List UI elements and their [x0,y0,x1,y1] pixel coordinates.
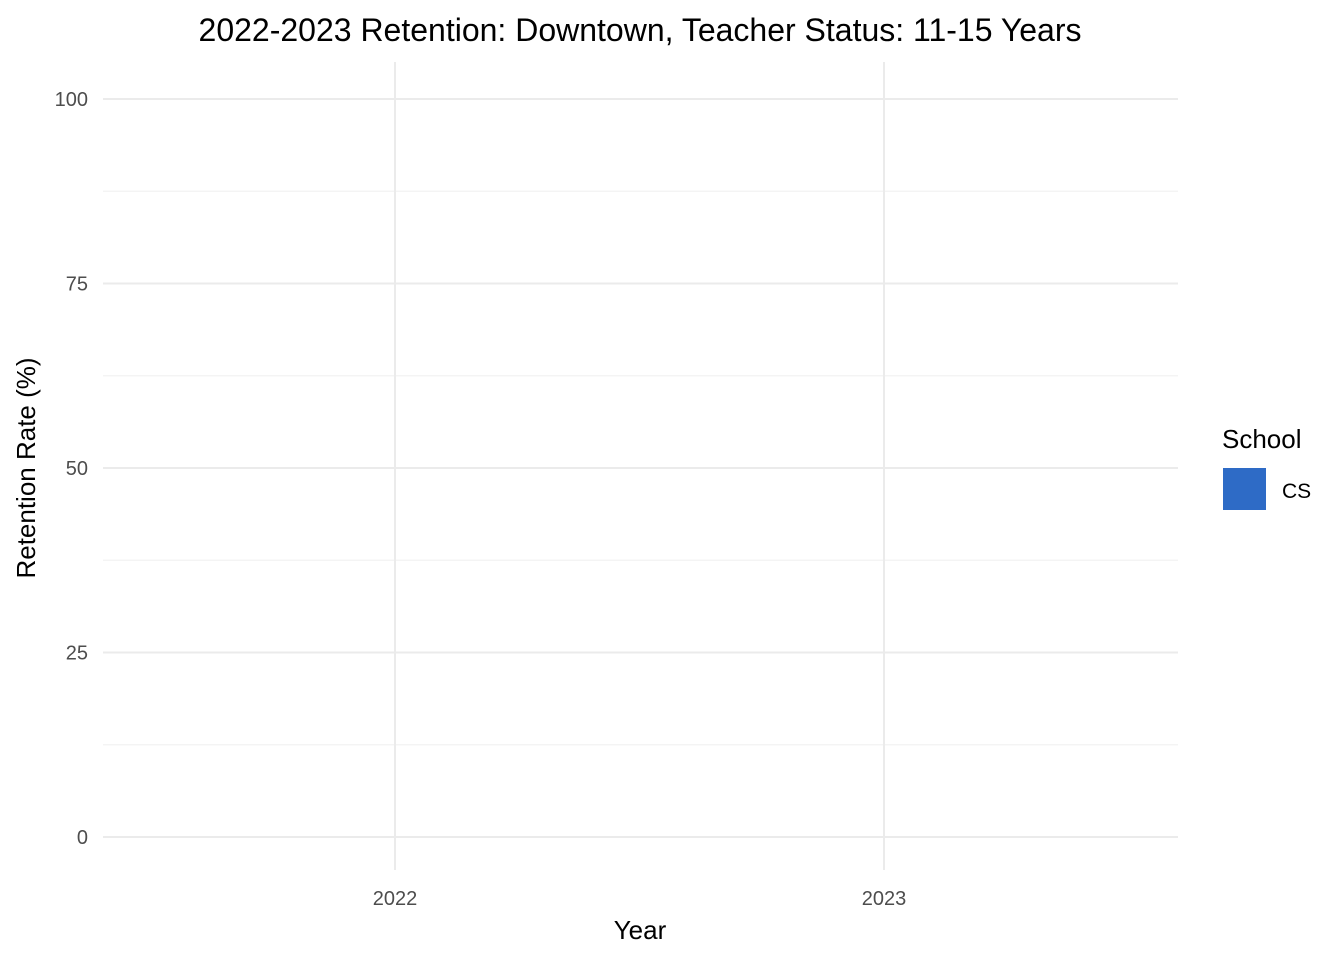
legend-key [1223,468,1266,510]
y-tick-label: 50 [66,458,88,480]
chart-title: 2022-2023 Retention: Downtown, Teacher S… [199,12,1082,48]
legend: School CS [1222,424,1311,510]
y-tick-label: 0 [77,827,88,849]
x-tick-label: 2022 [373,888,418,910]
x-axis-title: Year [614,915,667,945]
y-axis-title: Retention Rate (%) [11,357,41,578]
y-tick-label: 100 [55,89,88,111]
major-gridlines [103,62,1178,870]
y-axis-ticks: 0 25 50 75 100 [55,89,88,849]
y-tick-label: 75 [66,274,88,296]
legend-entries: CS [1223,468,1311,510]
x-axis-ticks: 2022 2023 [373,888,907,910]
legend-title: School [1222,424,1302,454]
minor-gridlines [103,190,1178,746]
x-tick-label: 2023 [862,888,907,910]
y-tick-label: 25 [66,643,88,665]
legend-label: CS [1282,480,1311,503]
